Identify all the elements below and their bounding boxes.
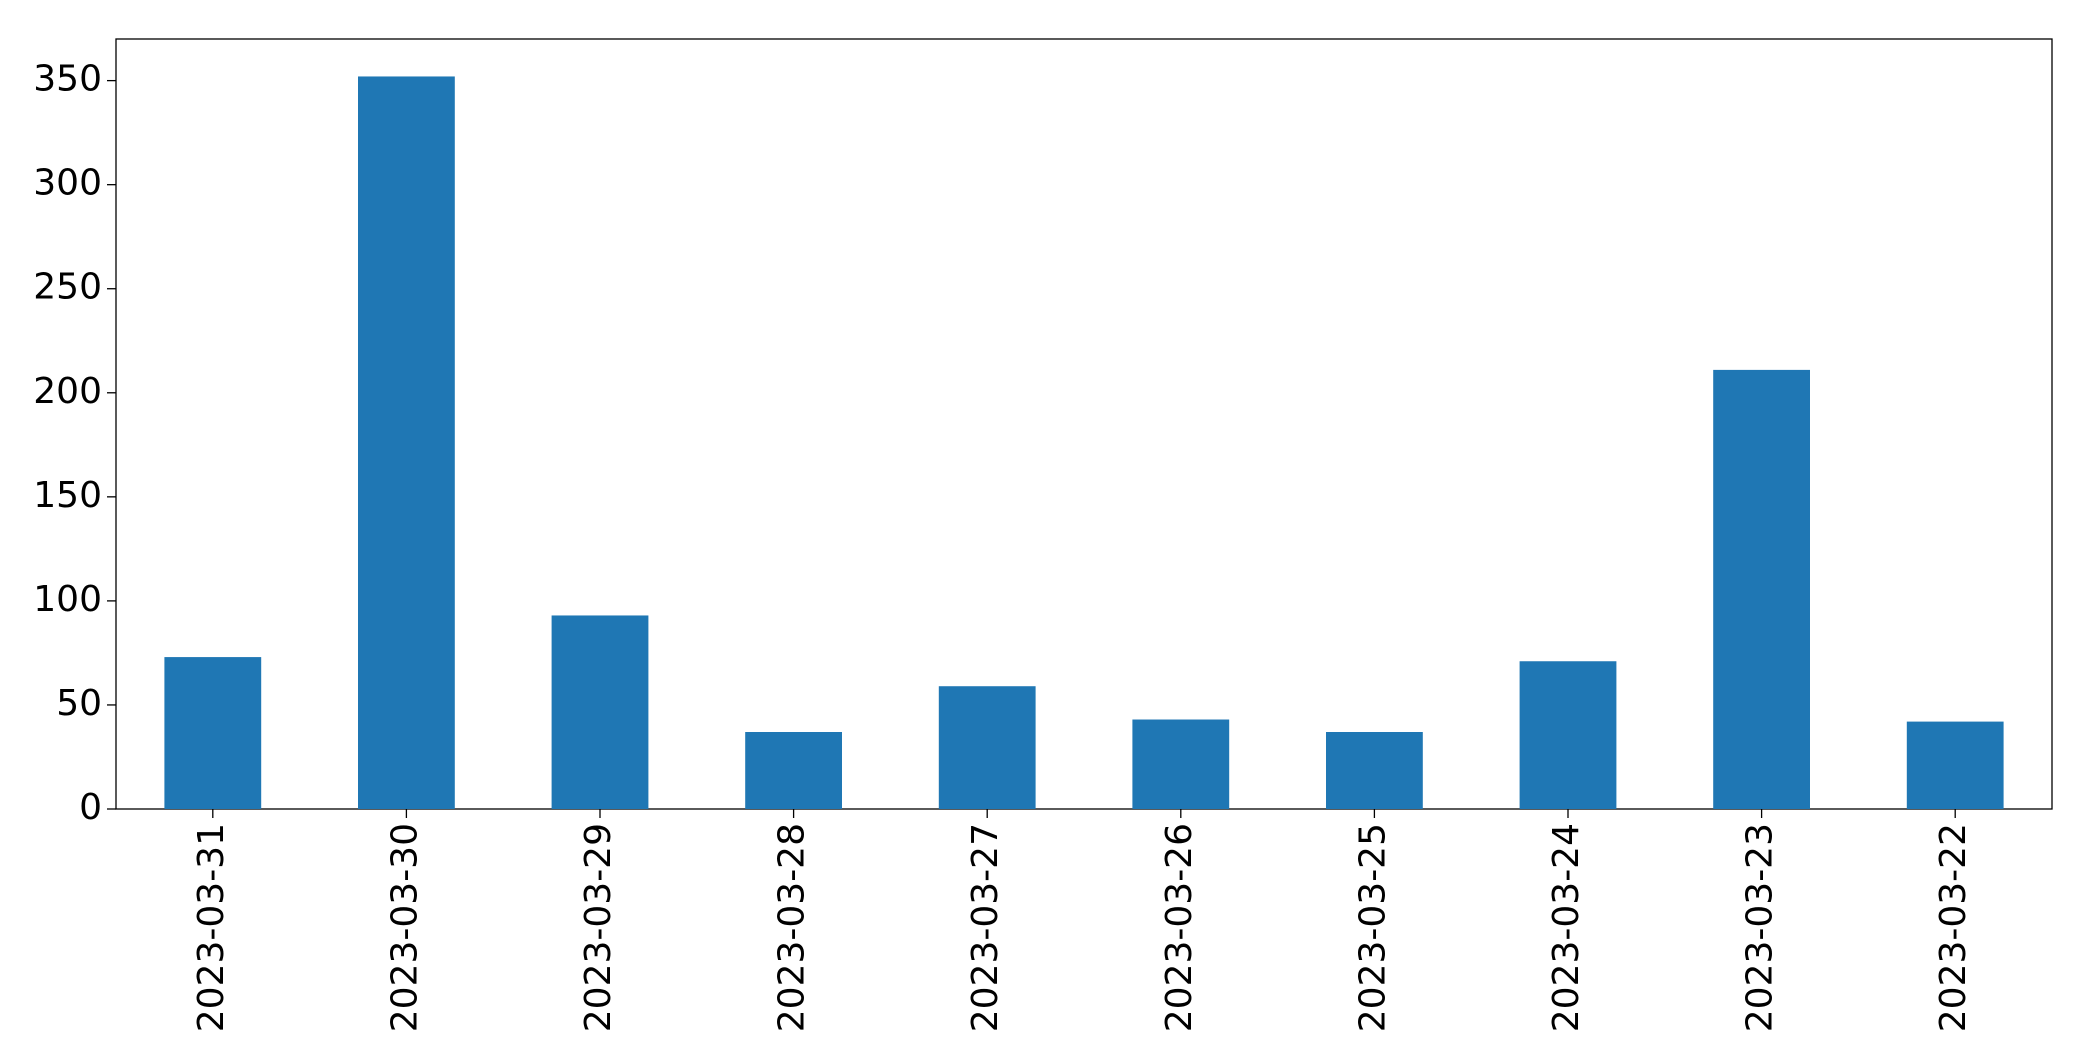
x-tick-label: 2023-03-25 <box>1352 823 1393 1032</box>
y-tick-label: 300 <box>33 163 102 204</box>
bar <box>551 615 649 809</box>
bar <box>164 657 262 809</box>
x-tick-label: 2023-03-26 <box>1159 823 1200 1032</box>
y-tick-label: 150 <box>33 475 102 516</box>
x-tick-label: 2023-03-27 <box>965 823 1006 1032</box>
x-tick-label: 2023-03-30 <box>384 823 425 1032</box>
bar <box>358 76 455 809</box>
y-tick-label: 0 <box>79 787 102 828</box>
bar <box>745 732 842 809</box>
bar <box>1326 732 1423 809</box>
bar <box>1519 661 1617 809</box>
x-tick-label: 2023-03-31 <box>191 823 232 1032</box>
y-tick-label: 250 <box>33 267 102 308</box>
bar <box>1713 369 1810 809</box>
x-tick-label: 2023-03-23 <box>1740 823 1781 1032</box>
x-tick-label: 2023-03-24 <box>1546 823 1587 1032</box>
bar <box>1906 721 2004 809</box>
x-tick-label: 2023-03-29 <box>578 823 619 1032</box>
bar <box>1132 719 1230 809</box>
x-tick-label: 2023-03-22 <box>1933 823 1974 1032</box>
plot-frame <box>115 38 2053 810</box>
y-tick-label: 200 <box>33 371 102 412</box>
x-tick-label: 2023-03-28 <box>772 823 813 1032</box>
y-tick-label: 100 <box>33 579 102 620</box>
bar <box>938 686 1036 809</box>
y-tick-label: 350 <box>33 59 102 100</box>
y-tick-label: 50 <box>56 683 102 724</box>
